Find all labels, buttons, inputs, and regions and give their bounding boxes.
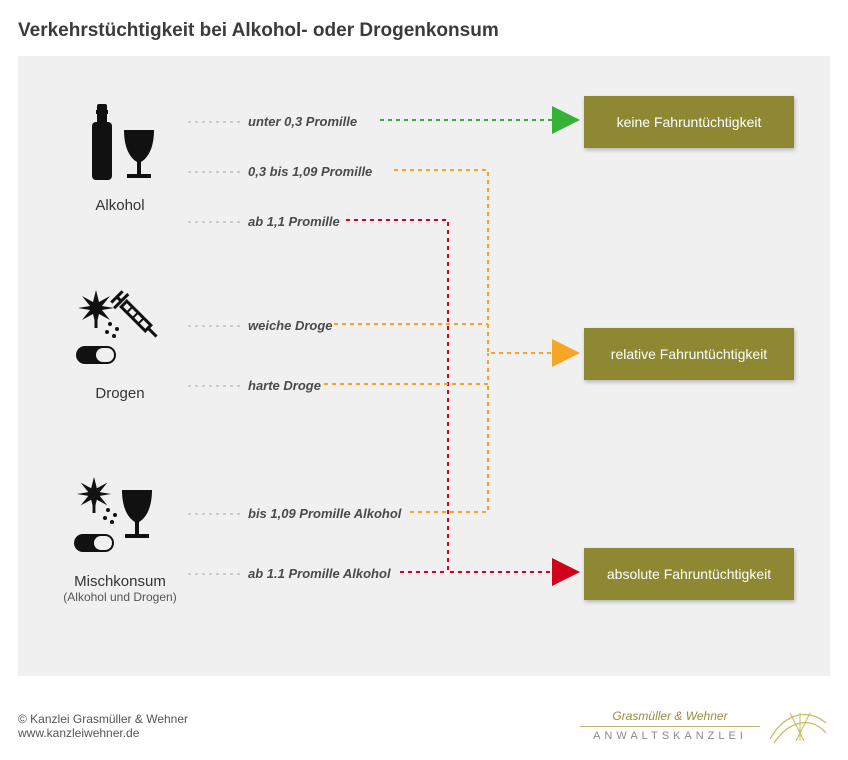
page-title: Verkehrstüchtigkeit bei Alkohol- oder Dr… xyxy=(18,20,830,42)
category-label: Alkohol xyxy=(60,197,180,214)
threshold-label: harte Droge xyxy=(248,378,321,393)
diagram-panel: Alkohol Drogen xyxy=(18,56,830,676)
brand-subtitle: ANWALTSKANZLEI xyxy=(580,730,760,742)
drugs-icon xyxy=(60,284,180,381)
brand-divider xyxy=(580,726,760,727)
result-box: absolute Fahruntüchtigkeit xyxy=(584,548,794,600)
category-label: Mischkonsum xyxy=(60,573,180,590)
threshold-label: ab 1.1 Promille Alkohol xyxy=(248,566,391,581)
category-misch: Mischkonsum(Alkohol und Drogen) xyxy=(60,472,180,604)
arrowhead-icon xyxy=(552,106,580,134)
mixed-icon xyxy=(60,472,180,569)
threshold-label: unter 0,3 Promille xyxy=(248,114,357,129)
arrowhead-icon xyxy=(552,558,580,586)
brand-name: Grasmüller & Wehner xyxy=(580,709,760,723)
result-box: keine Fahruntüchtigkeit xyxy=(584,96,794,148)
footer-url: www.kanzleiwehner.de xyxy=(18,726,188,740)
alcohol-icon xyxy=(60,96,180,193)
threshold-label: weiche Droge xyxy=(248,318,333,333)
threshold-label: 0,3 bis 1,09 Promille xyxy=(248,164,372,179)
footer: © Kanzlei Grasmüller & Wehner www.kanzle… xyxy=(18,709,830,742)
arrowhead-icon xyxy=(552,339,580,367)
category-drogen: Drogen xyxy=(60,284,180,402)
threshold-label: ab 1,1 Promille xyxy=(248,214,340,229)
category-label: Drogen xyxy=(60,385,180,402)
category-alkohol: Alkohol xyxy=(60,96,180,214)
footer-left: © Kanzlei Grasmüller & Wehner www.kanzle… xyxy=(18,712,188,740)
brand-swoosh-icon xyxy=(766,703,830,747)
connector-line xyxy=(394,170,552,353)
result-box: relative Fahruntüchtigkeit xyxy=(584,328,794,380)
category-sublabel: (Alkohol und Drogen) xyxy=(60,590,180,604)
brand-logo: Grasmüller & Wehner ANWALTSKANZLEI xyxy=(580,709,830,742)
threshold-label: bis 1,09 Promille Alkohol xyxy=(248,506,401,521)
copyright: © Kanzlei Grasmüller & Wehner xyxy=(18,712,188,726)
connector-line xyxy=(324,353,488,384)
